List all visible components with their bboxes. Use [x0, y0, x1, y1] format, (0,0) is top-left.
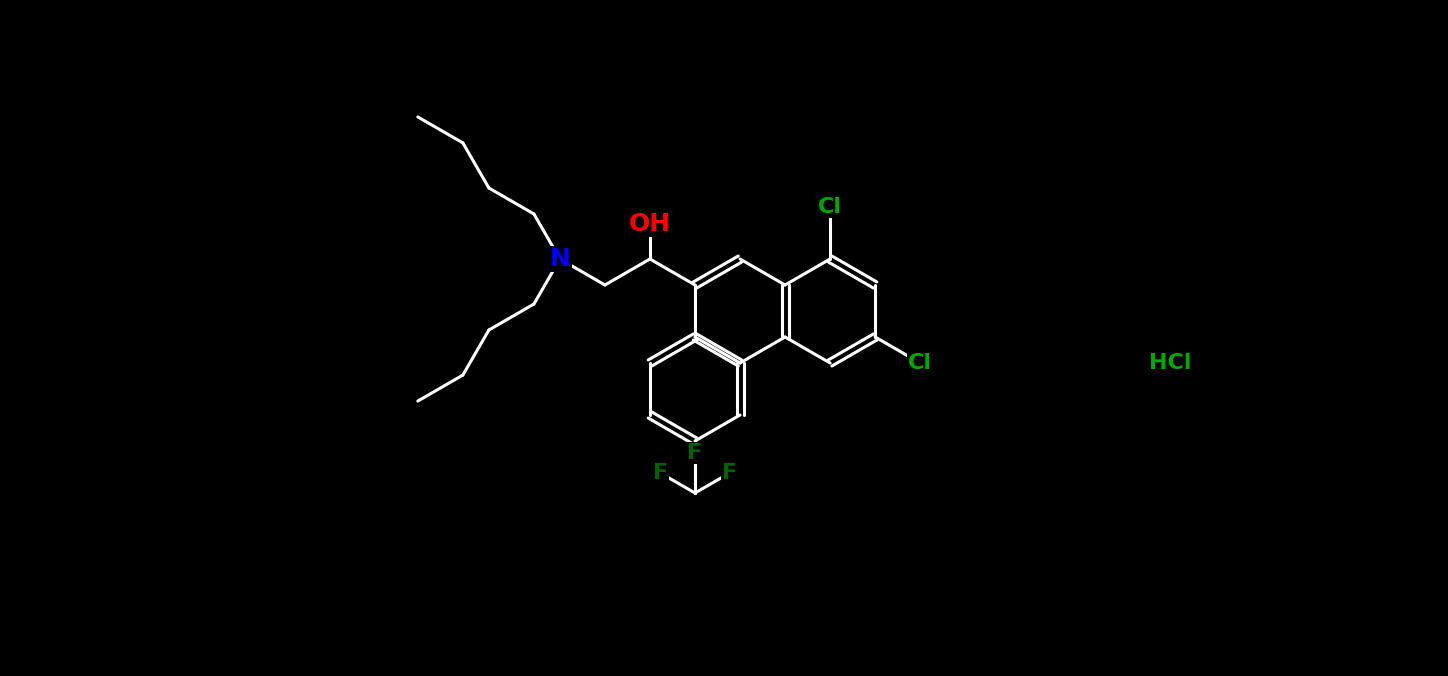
Text: Cl: Cl — [908, 353, 933, 373]
Text: F: F — [653, 463, 668, 483]
Text: F: F — [723, 463, 737, 483]
Text: Cl: Cl — [818, 197, 843, 217]
Text: OH: OH — [628, 212, 670, 236]
Text: N: N — [549, 247, 571, 271]
Text: HCl: HCl — [1148, 353, 1192, 373]
Text: F: F — [688, 443, 702, 463]
